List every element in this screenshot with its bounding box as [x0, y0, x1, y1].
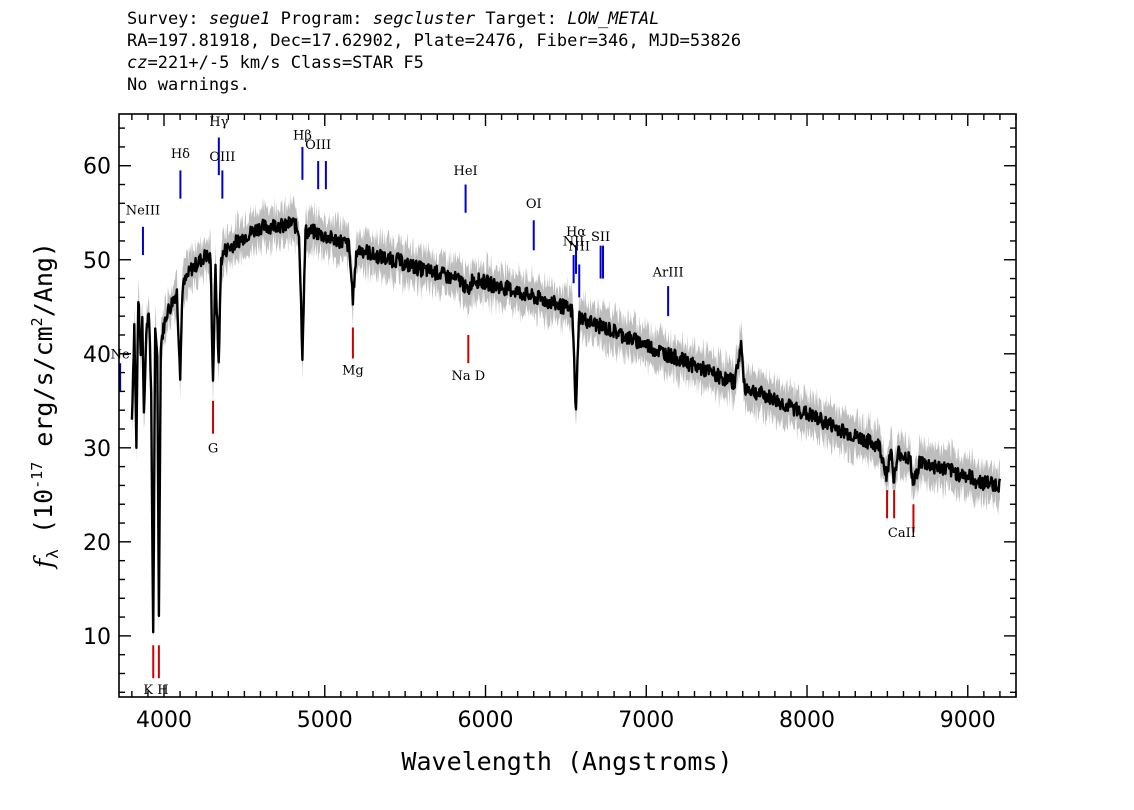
y-tick-label: 60 — [83, 155, 111, 180]
emission-line-label: NII — [568, 239, 590, 254]
y-tick-label: 50 — [83, 249, 111, 274]
emission-line-label: OIII — [305, 138, 331, 153]
flux-error-band — [131, 192, 1000, 646]
emission-line-label: SII — [591, 230, 610, 245]
target-name: LOW_METAL — [567, 9, 660, 29]
emission-line-label: Hβ — [293, 128, 312, 143]
plot-frame — [118, 113, 1017, 698]
y-tick-label: 20 — [83, 531, 111, 556]
emission-line-label: Hα — [566, 225, 586, 240]
header-line-3: cz=221+/-5 km/s Class=STAR F5 — [127, 53, 424, 73]
survey-name: segue1 — [208, 9, 271, 29]
absorption-line-label: K H — [143, 683, 168, 698]
header-line-2: RA=197.81918, Dec=17.62902, Plate=2476, … — [127, 31, 742, 51]
y-tick-label: 10 — [83, 625, 111, 650]
x-tick-label: 4000 — [136, 708, 192, 733]
x-tick-label: 5000 — [297, 708, 353, 733]
x-tick-label: 7000 — [618, 708, 674, 733]
x-tick-label: 8000 — [779, 708, 835, 733]
emission-line-label: OIII — [209, 150, 235, 165]
x-tick-label: 9000 — [940, 708, 996, 733]
emission-line-label: Hδ — [171, 147, 190, 162]
header-line-1: Survey: segue1 Program: segcluster Targe… — [127, 9, 660, 29]
absorption-line-label: G — [208, 442, 218, 457]
absorption-line-label: Mg — [342, 363, 364, 378]
emission-line-label: HeI — [453, 164, 477, 179]
program-name: segcluster — [372, 9, 476, 29]
absorption-line-label: CaII — [888, 526, 916, 541]
y-tick-label: 40 — [83, 343, 111, 368]
x-tick-label: 6000 — [458, 708, 514, 733]
spectral-line-markers: NeIIIHδHγOIIIHβOIIIHeIOINIIHαNIISIIArIII… — [111, 115, 916, 698]
emission-line-label: ArIII — [652, 266, 684, 281]
x-axis-title: Wavelength (Angstroms) — [401, 747, 732, 776]
emission-line-label: Hγ — [209, 115, 228, 130]
emission-line-label: NeIII — [126, 204, 160, 219]
y-axis-title: fλ (10-17 erg/s/cm2/Ang) — [28, 242, 62, 570]
absorption-line-label: Na D — [451, 369, 485, 384]
error-band — [131, 192, 1000, 646]
header-line-4: No warnings. — [127, 75, 250, 95]
emission-line-label: Ne — [111, 347, 130, 362]
spectrum-line — [130, 216, 1002, 634]
spectrum-header: Survey: segue1 Program: segcluster Targe… — [127, 8, 741, 96]
emission-line-label: NII — [563, 235, 585, 250]
emission-line-label: OI — [526, 197, 542, 212]
axis-ticks: 4000 5000 6000 7000 8000 9000 10 20 30 40 50 60 — [83, 114, 1017, 733]
y-tick-label: 30 — [83, 437, 111, 462]
